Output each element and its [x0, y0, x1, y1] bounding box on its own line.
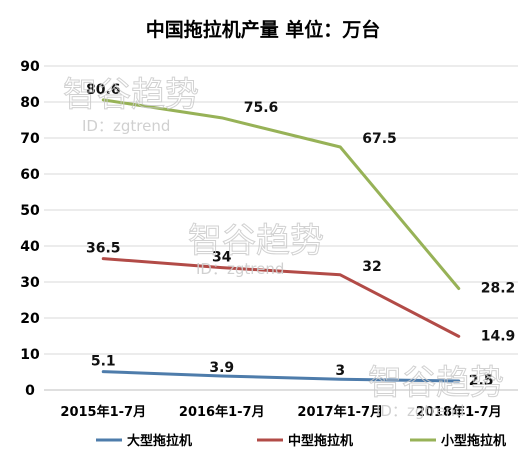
watermark-brand: 智谷趋势 — [368, 363, 504, 403]
data-label: 67.5 — [362, 131, 397, 147]
data-label: 75.6 — [244, 100, 279, 116]
data-label: 32 — [362, 259, 381, 275]
gridlines — [44, 65, 518, 355]
data-label: 3.9 — [209, 360, 234, 376]
y-tick-label: 90 — [20, 59, 40, 75]
data-label: 34 — [212, 250, 232, 266]
legend-label: 大型拖拉机 — [127, 433, 192, 449]
x-tick-label: 2016年1-7月 — [179, 404, 265, 420]
y-tick-label: 30 — [20, 275, 40, 291]
data-label: 14.9 — [481, 328, 516, 344]
legend: 大型拖拉机 中型拖拉机 小型拖拉机 — [96, 433, 506, 449]
watermark-brand: 智谷趋势 — [63, 75, 199, 115]
data-label: 80.6 — [86, 82, 121, 98]
legend-label: 小型拖拉机 — [441, 433, 506, 449]
y-tick-label: 10 — [20, 347, 40, 363]
y-tick-label: 60 — [20, 167, 40, 183]
series-line — [101, 370, 461, 383]
data-label: 36.5 — [86, 241, 121, 257]
x-tick-label: 2018年1-7月 — [416, 404, 502, 420]
y-tick-label: 80 — [20, 95, 40, 111]
legend-label: 中型拖拉机 — [288, 433, 353, 449]
watermark-id: ID：zgtrend — [82, 117, 170, 135]
chart-title: 中国拖拉机产量 单位：万台 — [146, 18, 381, 41]
watermark-brand: 智谷趋势 — [188, 221, 324, 261]
watermark-id: ID：zgtrend — [196, 260, 284, 278]
data-label: 5.1 — [91, 354, 116, 370]
watermark-id: ID：zgtrend — [376, 402, 464, 420]
data-label: 3 — [335, 363, 345, 379]
axes: 0 10 20 30 40 50 60 70 80 90 2015年1-7月 2016年1-7月 201… — [20, 59, 518, 420]
x-tick-label: 2017年1-7月 — [297, 404, 383, 420]
data-label: 28.2 — [481, 280, 516, 296]
series-line — [101, 98, 461, 290]
y-tick-label: 0 — [25, 383, 35, 399]
series-lines — [101, 98, 461, 383]
data-label: 2.5 — [469, 373, 494, 389]
y-tick-label: 50 — [20, 203, 40, 219]
y-tick-label: 70 — [20, 131, 40, 147]
data-labels: 5.1 3.9 3 2.5 36.5 34 32 14.9 80.6 75.6 67.5 28.2 — [86, 82, 515, 389]
series-line — [101, 257, 461, 338]
y-tick-label: 40 — [20, 239, 40, 255]
x-tick-label: 2015年1-7月 — [60, 404, 146, 420]
y-tick-label: 20 — [20, 311, 40, 327]
watermark: 智谷趋势ID：zgtrend智谷趋势ID：zgtrend智谷趋势ID：zgtre… — [63, 75, 505, 421]
